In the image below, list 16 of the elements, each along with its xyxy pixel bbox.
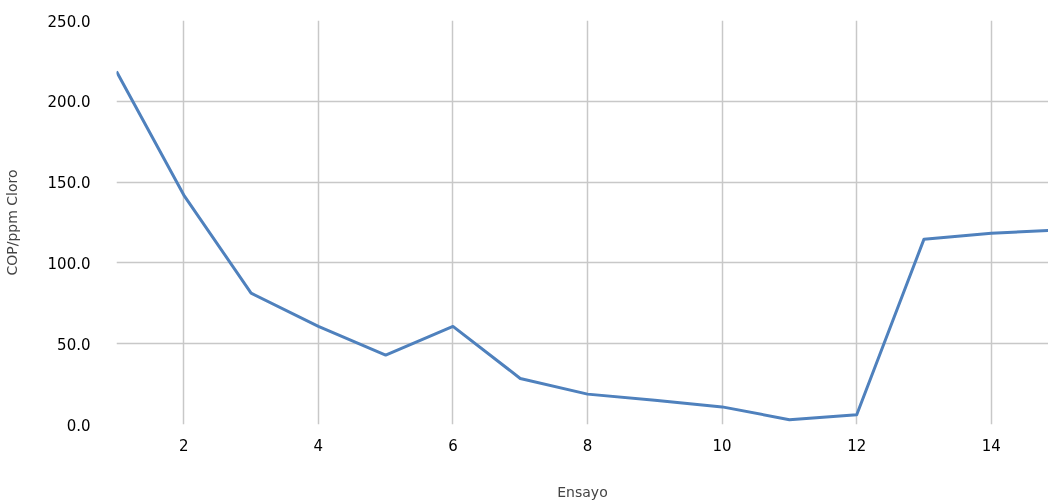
x-tick-label: 12 xyxy=(847,436,867,455)
y-tick-label: 150.0 xyxy=(47,174,91,193)
y-tick-label: 50.0 xyxy=(57,335,91,354)
y-tick-label: 250.0 xyxy=(47,12,91,31)
x-axis-title: Ensayo xyxy=(557,483,608,500)
x-tick-label: 2 xyxy=(179,436,189,455)
x-tick-label: 6 xyxy=(448,436,458,455)
y-tick-label: 200.0 xyxy=(47,93,91,112)
x-tick-label: 14 xyxy=(981,436,1001,455)
line-series xyxy=(116,70,1048,422)
y-tick-label: 100.0 xyxy=(47,254,91,273)
y-axis-title: COP/ppm Cloro xyxy=(3,169,20,276)
x-tick-label: 8 xyxy=(582,436,593,455)
x-tick-label: 10 xyxy=(712,436,732,455)
y-tick-label: 0.0 xyxy=(66,416,91,435)
x-tick-label: 4 xyxy=(313,436,324,455)
